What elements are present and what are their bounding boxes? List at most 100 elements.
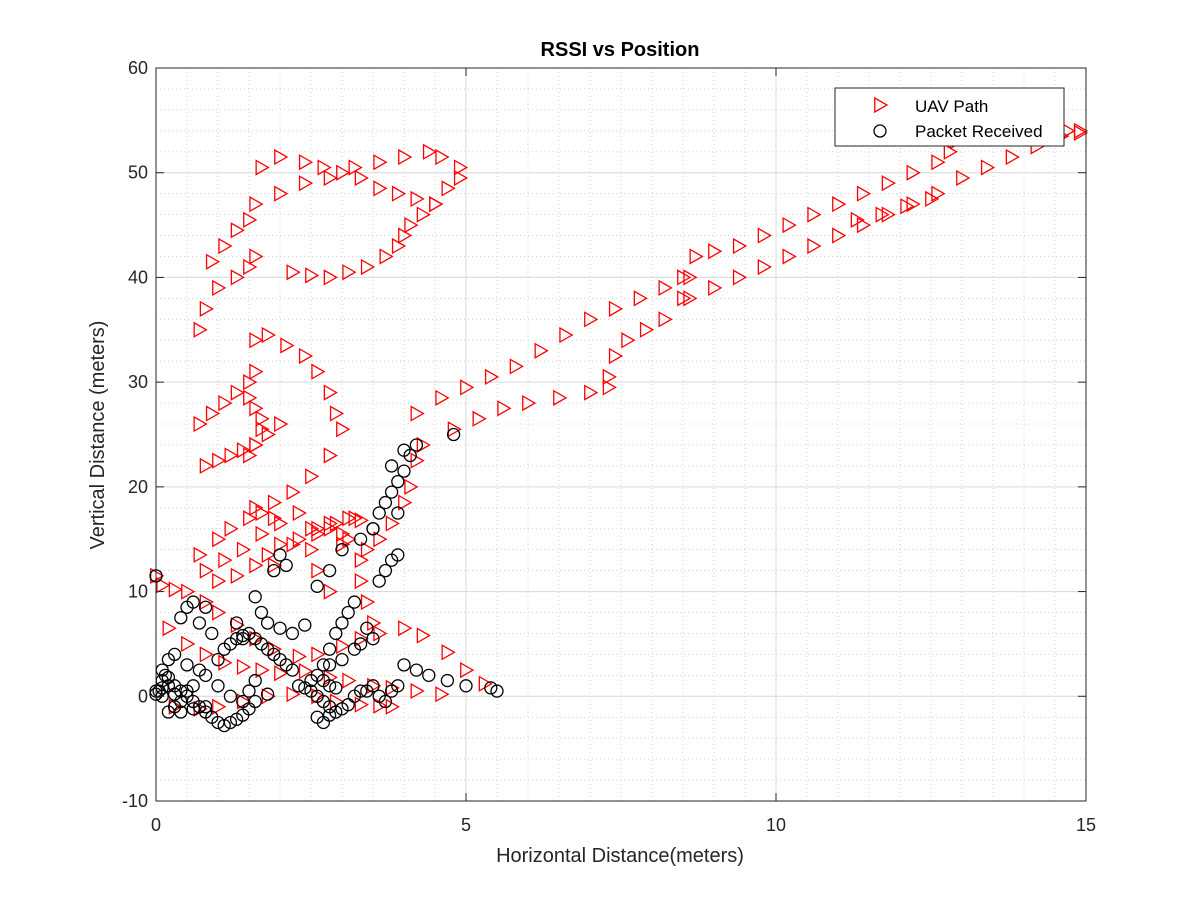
packet-received-point <box>174 705 188 719</box>
uav-path-point <box>373 625 388 642</box>
uav-path-point <box>441 644 456 661</box>
packet-received-point <box>378 563 393 578</box>
uav-path-point <box>416 206 431 223</box>
packet-received-point <box>217 718 231 733</box>
packet-received-point <box>329 705 343 719</box>
y-tick-label: 0 <box>138 686 148 706</box>
uav-path-point <box>906 196 921 213</box>
series-packet-received <box>149 427 504 733</box>
uav-path-point <box>323 169 338 187</box>
uav-path-point <box>732 237 748 255</box>
uav-path-point <box>832 227 847 244</box>
uav-path-point <box>280 337 295 354</box>
packet-received-point <box>273 548 287 562</box>
uav-path-point <box>658 279 673 297</box>
uav-path-point <box>367 677 382 694</box>
uav-path-point <box>181 583 196 600</box>
uav-path-point <box>193 415 208 433</box>
uav-path-point <box>249 196 264 213</box>
uav-path-point <box>243 211 258 228</box>
uav-path-point <box>212 531 227 548</box>
uav-path-point <box>255 504 270 522</box>
uav-path-point <box>373 531 388 548</box>
packet-received-point <box>409 438 424 452</box>
uav-path-point <box>298 175 314 192</box>
uav-path-point <box>429 196 444 213</box>
uav-path-point <box>398 227 413 244</box>
uav-path-point <box>156 577 171 594</box>
packet-received-point <box>267 563 281 578</box>
uav-path-point <box>323 447 338 464</box>
y-tick-label: 60 <box>128 58 148 78</box>
uav-path-point <box>298 663 314 680</box>
uav-path-point <box>336 637 351 655</box>
uav-path-point <box>261 546 276 564</box>
uav-path-point <box>850 211 865 228</box>
uav-path-point <box>460 661 475 679</box>
uav-path-point <box>980 159 996 176</box>
uav-path-point <box>255 661 270 679</box>
packet-received-point <box>484 681 498 695</box>
packet-received-point <box>446 427 461 442</box>
uav-path-point <box>329 515 345 532</box>
uav-path-point <box>199 457 214 475</box>
uav-path-point <box>398 620 413 637</box>
uav-path-point <box>336 536 351 553</box>
uav-path-point <box>429 196 444 213</box>
uav-path-point <box>732 269 748 286</box>
packet-received-point <box>335 616 349 630</box>
uav-path-point <box>274 185 289 202</box>
uav-path-point <box>323 384 338 401</box>
uav-path-point <box>385 515 400 532</box>
uav-path-point <box>435 148 450 166</box>
packet-received-point <box>397 443 411 457</box>
packet-received-point <box>347 595 362 609</box>
uav-path-point <box>683 290 698 307</box>
uav-path-point <box>608 300 624 317</box>
uav-path-point <box>360 258 376 276</box>
uav-path-point <box>286 483 301 501</box>
uav-path-point <box>1005 148 1020 166</box>
uav-path-point <box>708 279 723 297</box>
packet-received-point <box>229 632 244 646</box>
packet-received-point <box>341 605 355 620</box>
uav-path-point <box>354 512 369 529</box>
uav-path-point <box>342 531 357 548</box>
packet-received-point <box>248 590 262 604</box>
uav-path-point <box>348 510 363 527</box>
y-tick-label: -10 <box>122 791 148 811</box>
packet-received-point <box>211 652 225 667</box>
packet-received-point <box>198 668 213 682</box>
x-tick-label: 15 <box>1076 815 1096 835</box>
legend-marker-packet-received <box>873 124 887 138</box>
legend-box <box>834 87 1065 147</box>
uav-path-point <box>683 269 698 286</box>
x-tick-label: 10 <box>766 815 786 835</box>
uav-path-point <box>311 363 326 380</box>
uav-path-point <box>782 216 797 234</box>
y-axis-label: Vertical Distance (meters) <box>87 321 109 550</box>
packet-received-point <box>198 700 213 714</box>
uav-path-point <box>856 216 872 234</box>
uav-path-point <box>708 243 723 260</box>
packet-received-point <box>279 558 293 573</box>
packet-received-point <box>353 532 368 546</box>
y-tick-label: 50 <box>128 163 148 183</box>
uav-path-point <box>193 546 208 564</box>
uav-path-point <box>267 641 283 658</box>
packet-received-point <box>260 616 275 630</box>
uav-path-point <box>925 190 940 208</box>
packet-received-point <box>186 702 200 716</box>
uav-path-point <box>410 452 425 469</box>
uav-path-point <box>782 248 797 265</box>
uav-path-point <box>305 468 320 485</box>
uav-path-point <box>906 164 921 181</box>
uav-path-point <box>305 267 320 284</box>
legend-triangle-icon <box>874 96 889 114</box>
uav-path-point <box>199 300 214 317</box>
packet-received-point <box>322 563 337 578</box>
uav-path-point <box>224 447 239 464</box>
uav-path-point <box>274 415 289 433</box>
